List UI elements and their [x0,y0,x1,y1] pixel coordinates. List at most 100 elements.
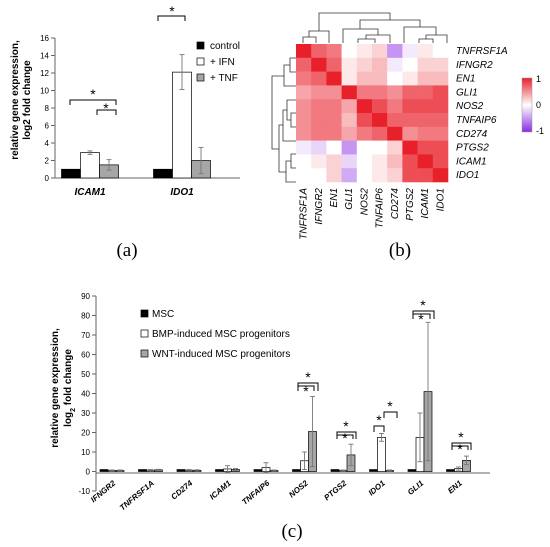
panel-c-bars [99,321,471,473]
panel-b-heatmap-cell [311,71,327,86]
panel-b-heatmap-cell [341,44,358,59]
dendrogram-branch [271,75,284,150]
panel-c-ylabel-line1: relative gene expression, [50,328,61,448]
panel-b-heatmap-cell [311,99,327,114]
panel-c-bar [369,469,378,472]
panel-b-heatmap-cell [372,44,388,59]
panel-b-heatmap-cell [372,168,388,183]
panel-a-y-tick-label: 14 [40,52,49,61]
panel-a-category-label: ICAM1 [74,187,106,198]
panel-c-legend: MSC BMP-induced MSC progenitors WNT-indu… [140,309,290,360]
panel-b-heatmap-cell [296,57,312,72]
panel-c-category-label: TNFAIP6 [240,478,271,506]
panel-b-heatmap [296,44,449,183]
panel-b-column-labels: TNFRSF1A IFNGR2 EN1 GLI1 NOS2 TNFAIP6 CD274 PTG… [299,188,447,240]
panel-a-label: (a) [116,240,137,261]
panel-c-legend-label: MSC [152,309,174,320]
panel-c-y-tick-label: 30 [81,409,90,418]
panel-b-heatmap-cell [402,57,418,72]
panel-b-heatmap-cell [417,154,434,169]
panel-b-heatmap-cell [296,85,312,100]
panel-c-sig-star: * [418,311,424,327]
dendrogram-branch [278,124,286,173]
panel-c-sig-star: * [387,398,393,414]
panel-b-heatmap-cell [432,113,449,128]
panel-c-ylabel-rest: fold change [63,349,74,408]
dendrogram-branch [283,64,296,87]
panel-c-bar [176,469,186,472]
panel-b-heatmap-cell [326,168,342,183]
panel-b-heatmap-cell [356,168,373,183]
panel-b-heatmap-cell [432,126,449,141]
panel-a-ylabel-line1: relative gene expression, [10,40,21,160]
panel-b-heatmap-cell [402,126,418,141]
panel-c-sig-star: * [303,383,309,399]
panel-b-heatmap-cell [296,71,312,86]
panel-b-heatmap-cell [387,57,403,72]
panel-b-column-label: ICAM1 [420,188,431,219]
panel-b-heatmap-cell [417,57,434,72]
panel-b-heatmap-cell [296,168,312,183]
panel-b-row-labels: TNFRSF1A IFNGR2 EN1 GLI1 NOS2 TNFAIP6 CD274 PTG… [456,46,508,181]
dendrogram-branch [342,28,379,43]
dendrogram-branch [318,12,391,31]
panel-a: relative gene expression, log2 fold chan… [10,3,240,261]
panel-c-sig-star: * [457,441,463,457]
panel-c-y-ticks: -10 0 10 20 30 40 50 60 70 80 90 [78,292,96,496]
panel-b-heatmap-cell [417,85,434,100]
panel-c-bar [99,469,109,472]
panel-c-sig-bracket [451,445,469,450]
panel-c: relative gene expression, log2 fold chan… [50,292,490,542]
panel-a-ylabel-line2: log2 fold change [22,60,33,140]
panel-b-row-label: TNFRSF1A [456,46,508,57]
panel-b-heatmap-cell [326,85,342,100]
panel-b-heatmap-cell [296,44,312,59]
panel-b-heatmap-cell [387,99,403,114]
panel-a-bar [80,152,100,179]
panel-b-heatmap-cell [341,71,358,86]
panel-b-row-label: ICAM1 [456,156,487,167]
panel-a-legend-swatch-ifn [196,57,205,66]
panel-c-bar [330,469,340,472]
dendrogram-branch [357,38,376,43]
panel-b-heatmap-cell [387,71,403,86]
panel-b-heatmap-cell [372,140,388,155]
panel-c-y-tick-label: 10 [81,448,90,457]
panel-c-legend-label: BMP-induced MSC progenitors [152,329,290,340]
panel-b-heatmap-cell [356,57,373,72]
panel-b-column-label: CD274 [390,188,401,220]
panel-b-heatmap-cell [372,154,388,169]
panel-c-bar [253,469,263,472]
panel-c-category-label: CD274 [169,478,194,501]
dendrogram-branch [359,19,421,29]
panel-c-legend-swatch-wnt [140,349,149,358]
panel-a-legend-swatch-control [196,41,205,50]
panel-b-row-label: TNFAIP6 [456,115,497,126]
panel-b-heatmap-cell [341,140,358,155]
panel-a-y-tick-label: 16 [40,34,49,43]
panel-b-row-label: EN1 [456,74,475,85]
panel-b-heatmap-cell [311,154,327,169]
dendrogram-branch [282,109,296,142]
panel-b-colorbar-tick: 1 [536,74,541,84]
panel-b-heatmap-cell [311,140,327,155]
panel-b-heatmap-cell [432,85,449,100]
panel-b-row-label: IFNGR2 [456,60,493,71]
panel-b-heatmap-cell [402,154,418,169]
panel-c-ylabel-subscript: 2 [70,408,77,412]
panel-b-heatmap-cell [341,85,358,100]
panel-b-column-label: TNFAIP6 [375,188,386,229]
panel-b-row-label: GLI1 [456,87,478,98]
panel-c-sig-star: * [305,369,311,385]
panel-b-heatmap-cell [387,140,403,155]
panel-b-heatmap-cell [311,113,327,128]
dendrogram-branch [285,160,296,183]
panel-b-heatmap-cell [372,85,388,100]
panel-b-heatmap-cell [432,71,449,86]
dendrogram-branch [286,99,296,121]
panel-c-y-tick-label: 50 [81,370,90,379]
panel-a-y-tick-label: 10 [40,87,49,96]
panel-b-heatmap-cell [432,57,449,72]
panel-c-ylabel-log: log [63,412,74,427]
